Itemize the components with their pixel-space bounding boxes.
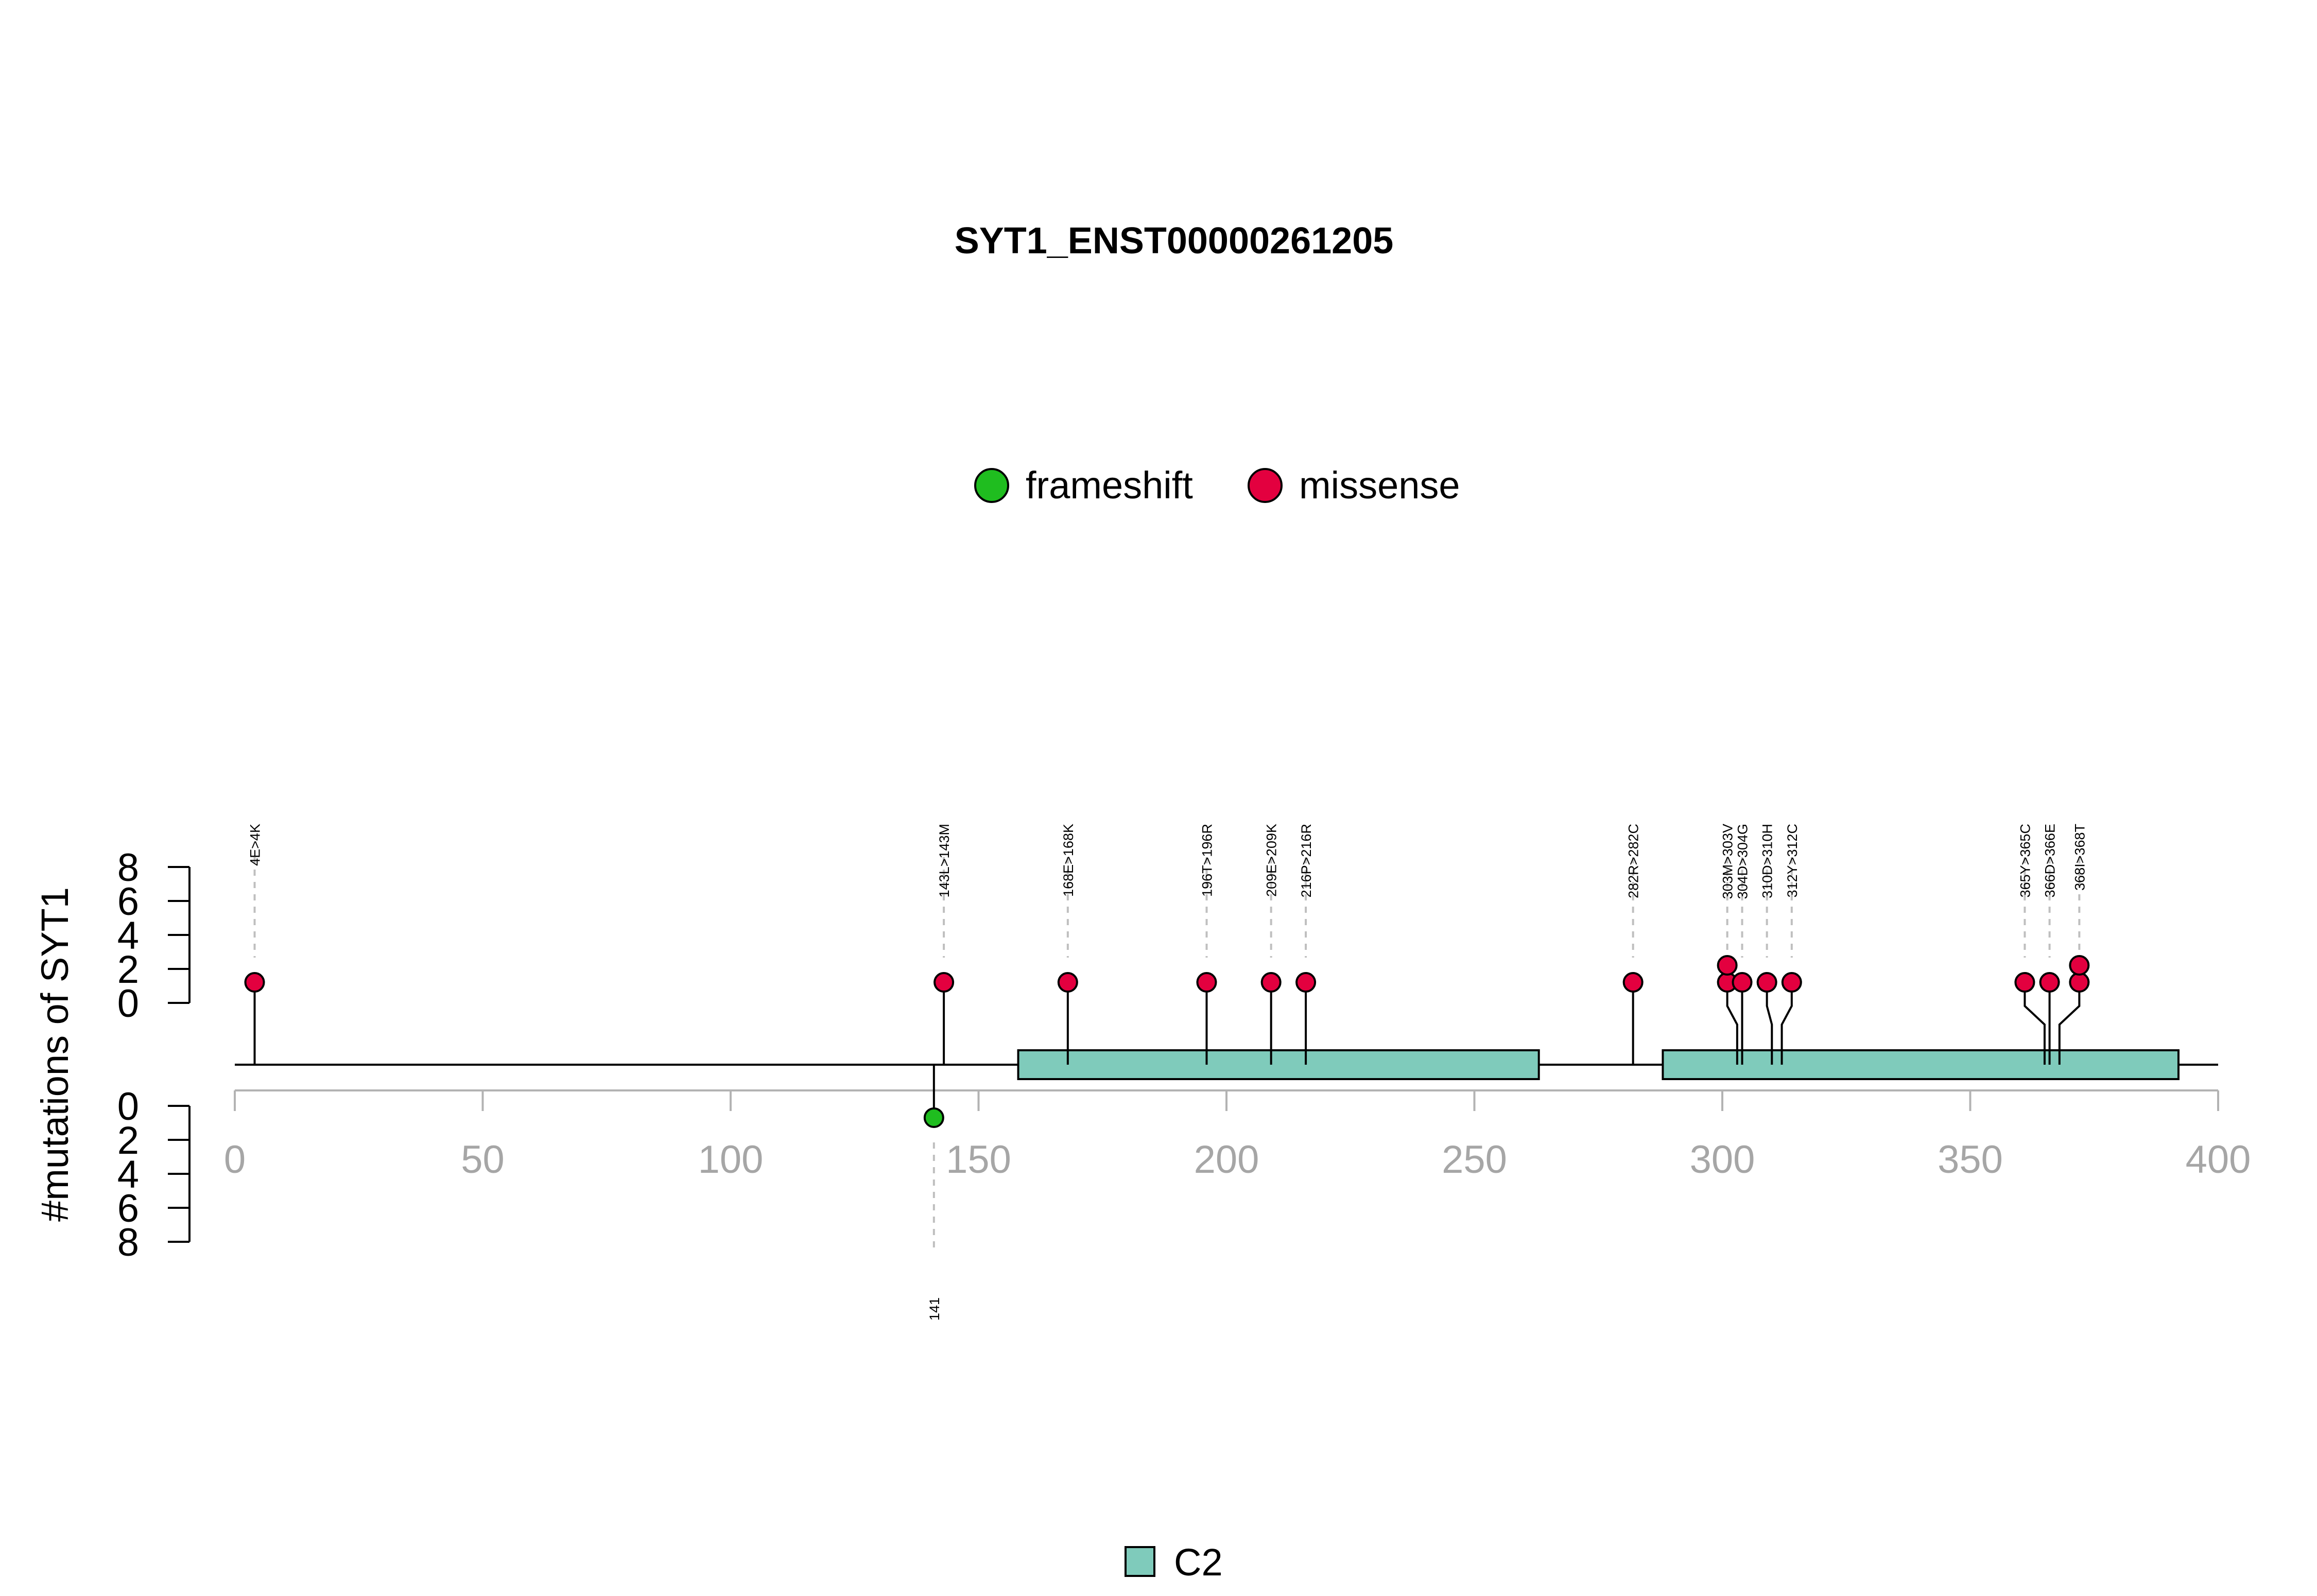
x-axis-tick-label: 300	[1690, 1138, 1755, 1182]
mutation-label: 282R>282C	[1626, 824, 1641, 898]
domain-legend-swatch	[1125, 1546, 1155, 1577]
y-axis-top-tick-label: 2	[117, 948, 139, 992]
lollipop-head-missense	[1717, 955, 1738, 976]
domain-legend-label: C2	[1174, 1541, 1223, 1584]
y-axis-label: #mutations of SYT1	[33, 887, 76, 1222]
mutation-label: 4E>4K	[248, 824, 263, 866]
lollipop-head-missense	[2069, 972, 2090, 993]
domain-box-C2	[1662, 1049, 2180, 1080]
lollipop-stick	[1726, 982, 1738, 1065]
y-axis-top-tick-label: 6	[117, 880, 139, 924]
legend-marker-missense	[1248, 468, 1283, 503]
lollipop-head-missense	[1260, 972, 1282, 993]
domain-box-C2	[1017, 1049, 1540, 1080]
lollipop-head-missense	[1295, 972, 1317, 993]
lollipop-head-missense	[244, 972, 265, 993]
lollipop-sticks	[253, 982, 2081, 1065]
x-axis-tick-label: 50	[461, 1138, 505, 1182]
mutation-label: 196T>196R	[1199, 824, 1215, 897]
mutation-label: 216P>216R	[1299, 824, 1314, 897]
lollipop-head-frameshift	[923, 1107, 944, 1128]
x-axis-tick-label: 350	[1938, 1138, 2003, 1182]
lollipop-head-missense	[1196, 972, 1217, 993]
y-axis-top-tick-label: 8	[117, 846, 139, 890]
x-axis-tick-label: 250	[1442, 1138, 1507, 1182]
mutation-label: 312Y>312C	[1785, 824, 1800, 897]
lollipop-head-missense	[2069, 955, 2090, 976]
lollipop-head-missense	[1732, 972, 1753, 993]
lollipop-head-missense	[1057, 972, 1078, 993]
mutation-label: 304D>304G	[1735, 824, 1751, 899]
lollipop-head-missense	[1756, 972, 1777, 993]
legend: frameshift missense	[974, 464, 1460, 507]
x-axis-tick-label: 400	[2186, 1138, 2251, 1182]
lollipop-stick	[2058, 982, 2081, 1065]
y-axis-bottom-tick-label: 2	[117, 1119, 139, 1163]
x-axis-tick-label: 150	[946, 1138, 1011, 1182]
x-axis-tick-label: 0	[224, 1138, 246, 1182]
lollipop-stick	[1766, 982, 1773, 1065]
legend-label-frameshift: frameshift	[1026, 464, 1193, 507]
y-axis-top-tick-label: 0	[117, 982, 139, 1026]
lollipop-head-missense	[2014, 972, 2035, 993]
y-axis-bottom-tick-label: 0	[117, 1085, 139, 1129]
lollipop-stick	[2024, 982, 2046, 1065]
y-axis-bottom-tick-label: 4	[117, 1153, 139, 1196]
mutation-label: 310D>310H	[1760, 824, 1775, 898]
lollipops-bottom: 141	[923, 1065, 944, 1321]
mutation-label: 168E>168K	[1061, 824, 1076, 897]
chart-title: SYT1_ENST00000261205	[955, 220, 1394, 262]
lollipops-top: 4E>4K 143L>143M 168E>168K 196T>196R 209E>209…	[244, 824, 2090, 1065]
lollipop-head-missense	[1781, 972, 1802, 993]
domain-boxes	[1017, 1049, 2180, 1080]
domain-legend: C2	[1125, 1541, 1223, 1584]
x-axis-tick-label: 200	[1194, 1138, 1259, 1182]
lollipop-head-missense	[933, 972, 955, 993]
mutation-label: 368I>368T	[2072, 824, 2087, 891]
mutation-label: 143L>143M	[937, 824, 952, 897]
mutation-label: 209E>209K	[1264, 824, 1279, 897]
mutation-label: 365Y>365C	[2017, 824, 2033, 897]
x-axis: 0 50 100 150 200 250 300 350 400	[224, 1089, 2251, 1182]
y-axis-bottom-tick-label: 8	[117, 1221, 139, 1264]
x-axis-tick-label: 100	[698, 1138, 764, 1182]
y-axis-bottom-tick-label: 6	[117, 1187, 139, 1230]
mutation-label: 366D>366E	[2043, 824, 2058, 897]
legend-label-missense: missense	[1299, 464, 1460, 507]
mutation-label: 141	[927, 1297, 942, 1321]
legend-marker-frameshift	[974, 468, 1009, 503]
lollipop-head-missense	[2039, 972, 2060, 993]
y-axis-top-tick-label: 4	[117, 914, 139, 958]
lollipop-head-missense	[1622, 972, 1644, 993]
lollipop-stick	[1780, 982, 1793, 1065]
mutation-label: 303M>303V	[1720, 824, 1736, 899]
